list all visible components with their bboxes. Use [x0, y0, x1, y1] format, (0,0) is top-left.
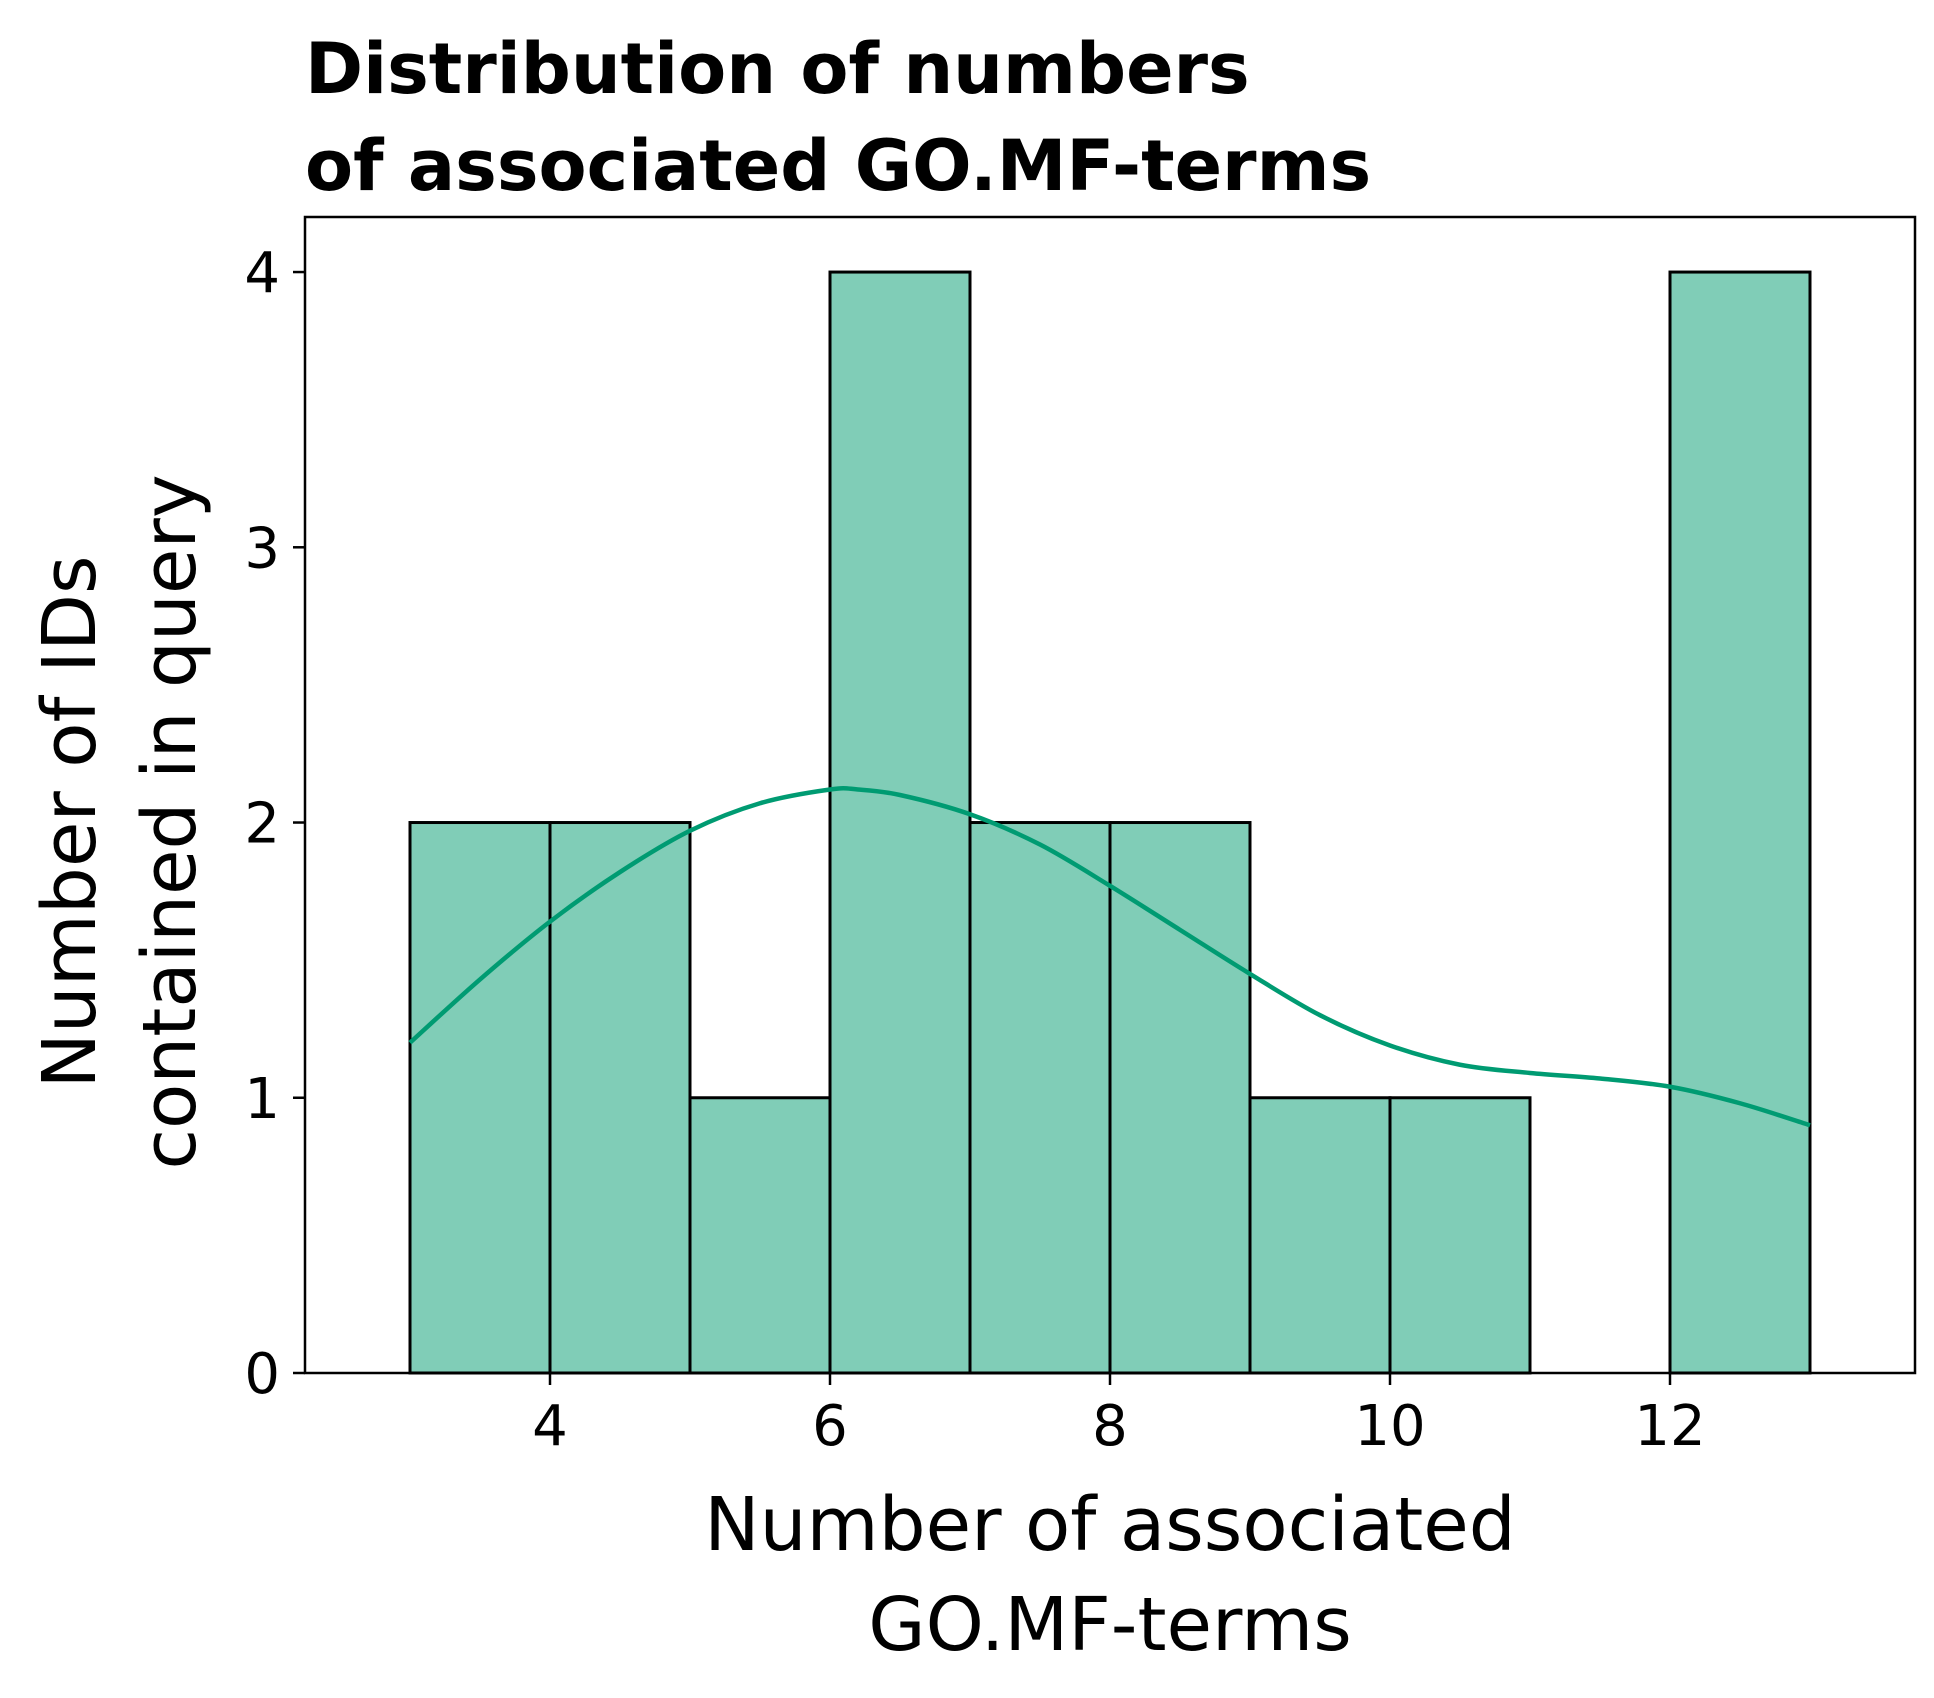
x-axis-label: Number of associated GO.MF-terms: [704, 1482, 1515, 1668]
y-tick-label: 2: [244, 792, 280, 857]
histogram-bar-7: [1388, 1096, 1532, 1375]
x-tick-label: 8: [1092, 1394, 1128, 1459]
histogram-bar-2: [688, 1096, 832, 1375]
chart-title: Distribution of numbers of associated GO…: [305, 28, 1371, 207]
kde-line: [408, 785, 1811, 1128]
histogram-bar-4: [968, 821, 1112, 1375]
y-tick-label: 3: [244, 516, 280, 581]
y-axis-ticks: 0 1 2 3 4: [244, 241, 305, 1407]
y-axis-label-line-2: contained in query: [127, 474, 213, 1169]
histogram-bar-1: [548, 821, 692, 1375]
y-tick-label: 4: [244, 241, 280, 306]
x-axis-label-line-1: Number of associated: [704, 1482, 1515, 1568]
histogram-bar-5: [1108, 821, 1252, 1375]
x-axis-ticks: 4 6 8 10 12: [532, 1373, 1706, 1459]
kde-curve: [408, 785, 1811, 1128]
x-tick-label: 12: [1634, 1394, 1705, 1459]
x-tick-label: 4: [532, 1394, 568, 1459]
histogram-bar-9: [1668, 270, 1812, 1375]
x-axis-label-line-2: GO.MF-terms: [868, 1582, 1352, 1668]
chart-title-line-2: of associated GO.MF-terms: [305, 125, 1371, 207]
y-tick-label: 0: [244, 1342, 280, 1407]
histogram-bar-3: [828, 270, 972, 1375]
x-tick-label: 6: [812, 1394, 848, 1459]
x-tick-label: 10: [1354, 1394, 1425, 1459]
y-axis-label: Number of IDs contained in query: [27, 474, 213, 1169]
histogram-bar-6: [1248, 1096, 1392, 1375]
histogram-bars: [408, 270, 1812, 1375]
histogram-bar-0: [408, 821, 552, 1375]
y-tick-label: 1: [244, 1067, 280, 1132]
chart-title-line-1: Distribution of numbers: [305, 28, 1250, 110]
y-axis-label-line-1: Number of IDs: [27, 556, 113, 1089]
